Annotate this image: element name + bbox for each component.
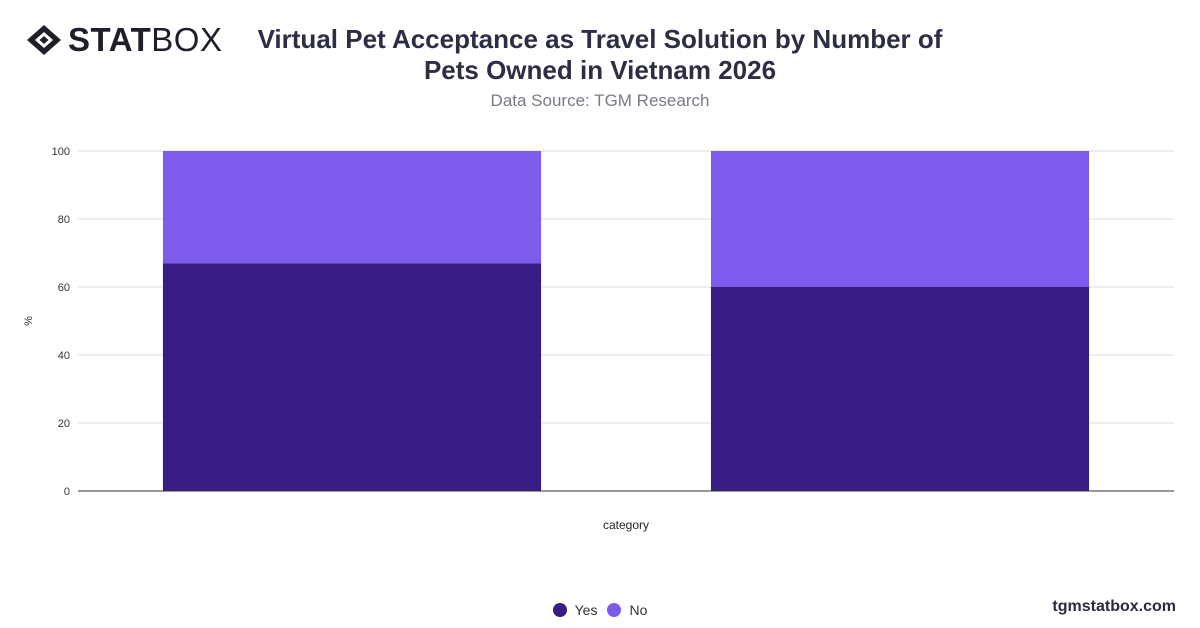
y-tick-label-60: 60 xyxy=(58,282,70,294)
legend: Yes No xyxy=(0,602,1200,618)
y-tick-label-0: 0 xyxy=(64,486,70,498)
legend-swatch-yes xyxy=(552,603,567,617)
statbox-logo: STATBOX xyxy=(26,22,222,58)
y-axis-title: % xyxy=(23,316,35,326)
chart-title: Virtual Pet Acceptance as Travel Solutio… xyxy=(257,24,943,85)
statbox-diamond-icon xyxy=(27,25,61,55)
x-axis-title: category xyxy=(603,518,649,532)
bar-yes-1 xyxy=(162,263,542,491)
legend-label-yes: Yes xyxy=(574,602,598,618)
bar-no-2 xyxy=(710,151,1090,287)
y-tick-label-80: 80 xyxy=(58,214,70,226)
y-tick-label-40: 40 xyxy=(58,350,70,362)
y-tick-label-100: 100 xyxy=(52,146,70,158)
legend-swatch-no xyxy=(607,603,622,617)
bar-no-1 xyxy=(162,151,542,264)
legend-label-no: No xyxy=(629,602,648,618)
logo-light-text: BOX xyxy=(151,21,223,58)
legend-item-yes[interactable]: Yes xyxy=(552,602,598,618)
logo-bold-text: STAT xyxy=(68,21,152,58)
legend-item-no[interactable]: No xyxy=(607,602,647,618)
chart-subtitle: Data Source: TGM Research xyxy=(490,91,710,110)
statbox-wordmark: STATBOX xyxy=(68,22,222,58)
watermark: tgmstatbox.com xyxy=(1052,598,1176,615)
y-tick-label-20: 20 xyxy=(58,418,70,430)
bar-yes-2 xyxy=(710,287,1090,491)
